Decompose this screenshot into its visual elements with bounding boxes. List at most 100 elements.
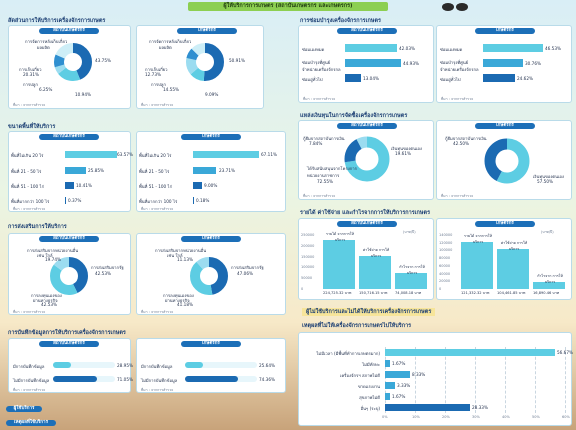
- legend-label: กู้ยืมจากสถาบันการเงิน: [303, 136, 345, 141]
- income-farm-panel: เกษตรกร (บาท/ปี) 140000 120000 100000 80000…: [436, 218, 572, 300]
- row-label: พื้นที่มากกว่า 100 ไร่: [11, 199, 50, 204]
- value: 44.93%: [403, 61, 419, 66]
- value: 57.50%: [537, 179, 553, 184]
- bar-category: รายได้ จากการให้บริการ: [326, 232, 354, 243]
- bar-value: 3.33%: [396, 383, 411, 388]
- y-tick: 80000: [439, 256, 451, 261]
- bar: [483, 74, 515, 82]
- value: 11.13%: [177, 257, 193, 262]
- x-tick: 10%: [412, 415, 420, 419]
- tag-inst: สถาบันเกษตรกร: [337, 123, 397, 129]
- service-share-farm-panel: เกษตรกร การจัดการหลังเก็บเกี่ยว ผลผลิต 5…: [136, 25, 264, 109]
- donut-chart-funding-farm: [484, 138, 530, 184]
- row-label: ขาดแรงงาน: [357, 384, 380, 389]
- y-tick: 20000: [439, 279, 451, 284]
- area-farm-panel: เกษตรกร พื้นที่ไม่เกิน 20 ไร่ 67.11% พื้…: [136, 131, 286, 212]
- row-label: พื้นที่ 21 - 50 ไร่: [139, 169, 170, 174]
- row-label: พื้นที่ 21 - 50 ไร่: [11, 169, 42, 174]
- bar: [65, 182, 74, 189]
- legend-label: การลงทุนเองของ: [163, 293, 194, 298]
- section-title-promotion: การส่งเสริมการให้บริการ: [8, 224, 67, 230]
- value: 12.73%: [145, 72, 161, 77]
- bar: [65, 197, 66, 204]
- y-tick: 0: [439, 287, 442, 291]
- section-title-area: ขนาดพื้นที่ให้บริการ: [8, 124, 56, 130]
- legend-label: การปลูก: [23, 82, 38, 87]
- legend-label: การส่งเสริมจากหน่วยงานอื่น: [155, 248, 207, 253]
- promotion-inst-panel: สถาบันเกษตรกร การส่งเสริมจากหน่วยงานอื่น…: [8, 233, 131, 315]
- y-tick: 40000: [439, 271, 451, 276]
- legend-label: ได้รับสนับสนุนจากโครงการ หน่วยงานราชการ: [307, 166, 357, 178]
- bar: [395, 273, 427, 289]
- legend-label: การส่งเสริมจากหน่วยงานอื่น: [27, 248, 79, 253]
- legend-label: การเก็บเกี่ยว: [19, 67, 42, 72]
- legend-label: เช่น ใกล้: [167, 253, 183, 258]
- legend-label: การเก็บเกี่ยว: [145, 67, 168, 72]
- tag-farm: เกษตรกร: [475, 123, 535, 129]
- value: 42.53%: [41, 302, 57, 307]
- legend-label: ผลผลิต: [159, 45, 172, 50]
- value: 42.03%: [399, 46, 415, 51]
- tag-inst: สถาบันเกษตรกร: [39, 236, 99, 242]
- legend-label: ผ่านทางธุรกิจ: [33, 298, 58, 303]
- legend-label: การจัดการหลังเก็บเกี่ยว: [149, 39, 192, 44]
- x-tick: 30%: [472, 415, 480, 419]
- y-tick: 150000: [301, 254, 315, 259]
- bar: [533, 282, 565, 289]
- source-note: ที่มา : จากการสำรวจ: [303, 97, 336, 101]
- legend-label: กู้ยืมจากสถาบันการเงิน: [445, 136, 487, 141]
- legend-label: เช่น ใกล้: [37, 253, 53, 258]
- tag-farm: เกษตรกร: [181, 341, 241, 347]
- value: 28.95%: [117, 363, 133, 368]
- y-tick: 50000: [301, 276, 313, 281]
- value: 24.62%: [517, 76, 533, 81]
- x-tick: 60%: [562, 415, 570, 419]
- bar-value: 74,008.18 บาท: [395, 291, 422, 295]
- source-note: ที่มา : จากการสำรวจ: [13, 207, 46, 211]
- grid-line: [535, 347, 536, 413]
- bar: [65, 167, 86, 174]
- source-note: ที่มา : จากการสำรวจ: [441, 194, 474, 198]
- bar: [193, 167, 216, 174]
- row-label: ซ่อมเองหมด: [302, 47, 325, 52]
- reasons-panel: 0% 10% 20% 30% 40% 50% 60% ไม่มีเวลา (มีพื้นที…: [298, 332, 573, 426]
- row-label: พื้นที่มากกว่า 100 ไร่: [139, 199, 178, 204]
- source-note: ที่มา : จากการสำรวจ: [141, 388, 174, 392]
- row-label: ซ่อมอู่ทั่วไป: [440, 77, 461, 82]
- legend-label: เงินทุนของตนเอง: [391, 146, 422, 151]
- bar: [385, 349, 555, 356]
- value: 20.31%: [23, 72, 39, 77]
- legend-label: การปลูก: [151, 82, 166, 87]
- row-label: สุขภาพไม่ดี: [359, 395, 380, 400]
- x-tick: 40%: [502, 415, 510, 419]
- grid-line: [565, 347, 566, 413]
- bar-value: 56.67%: [557, 350, 573, 355]
- records-farm-panel: เกษตรกร มีการบันทึกข้อมูล 25.64% ไม่มีกา…: [136, 338, 286, 393]
- bar: [483, 44, 543, 52]
- bar: [345, 59, 401, 67]
- funding-inst-panel: สถาบันเกษตรกร กู้ยืมจากสถาบันการเงิน 7.8…: [298, 120, 434, 200]
- value: 30.76%: [525, 61, 541, 66]
- bar: [345, 44, 397, 52]
- donut-chart-promo-farm: [190, 257, 228, 295]
- value: 13.04%: [363, 76, 379, 81]
- bar: [497, 248, 529, 289]
- y-tick: 120000: [439, 240, 453, 245]
- section-subtitle-reasons: เหตุผลที่ไม่ให้เครื่องจักรการเกษตรไปให้บ…: [302, 323, 412, 329]
- legend-label: ผลผลิต: [37, 45, 50, 50]
- donut-chart-inst: [54, 43, 92, 81]
- income-inst-panel: สถาบันเกษตรกร (บาท/ปี) 250000 200000 15000…: [298, 218, 434, 300]
- value: 71.05%: [117, 377, 133, 382]
- row-label: มีการบันทึกข้อมูล: [13, 364, 45, 369]
- row-label: เครื่องจักรฯ สภาพไม่ดี: [340, 373, 380, 378]
- bar-value: 1.67%: [392, 394, 406, 399]
- source-note: ที่มา : จากการสำรวจ: [13, 310, 46, 314]
- tag-inst: สถาบันเกษตรกร: [337, 28, 397, 34]
- bar: [193, 151, 259, 158]
- tag-inst: สถาบันเกษตรกร: [337, 221, 397, 227]
- value: 19.61%: [395, 151, 411, 156]
- value: 23.71%: [219, 168, 235, 173]
- unit-label: (บาท/ปี): [541, 230, 554, 234]
- bar: [359, 256, 391, 289]
- donut-chart-promo-inst: [50, 257, 88, 295]
